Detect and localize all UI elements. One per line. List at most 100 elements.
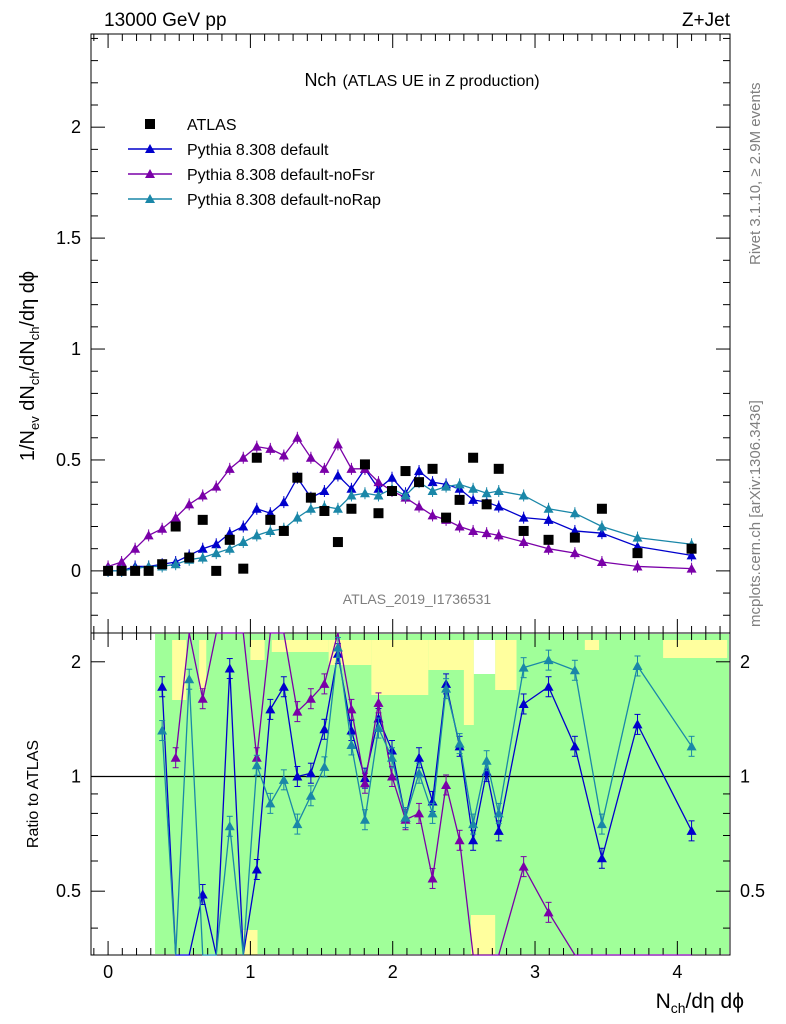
mc-point	[278, 497, 289, 507]
atlas-data-point	[414, 477, 425, 488]
atlas-data-point	[292, 472, 303, 483]
mc-ratio-point	[332, 642, 343, 652]
mc-point	[197, 490, 208, 500]
mc-ratio-point	[632, 660, 643, 670]
x-label-part: /dη dϕ	[686, 990, 744, 1013]
mc-point	[468, 525, 479, 535]
mc-ratio-point	[454, 835, 465, 845]
mc-point	[543, 543, 554, 553]
mc-point	[130, 543, 141, 553]
mc-ratio-point	[305, 693, 316, 703]
x-tick-label: 1	[245, 962, 255, 982]
mc-point	[116, 557, 127, 567]
legend-label: Pythia 8.308 default-noRap	[187, 192, 381, 209]
ratio-yellow-band	[250, 640, 265, 660]
mc-point	[319, 486, 330, 496]
atlas-data-point	[130, 565, 141, 576]
ratio-yellow-band	[172, 640, 187, 700]
mc-point	[332, 503, 343, 513]
y-tick-label: 0.5	[56, 450, 81, 470]
mc-ratio-point	[278, 774, 289, 784]
rivet-label: Rivet 3.1.10, ≥ 2.9M events	[747, 83, 764, 266]
y-tick-label: 0	[71, 561, 81, 581]
mc-ratio-point	[569, 665, 580, 675]
atlas-data-point	[386, 486, 397, 497]
atlas-data-point	[305, 492, 316, 503]
x-label-part: N	[656, 990, 671, 1013]
atlas-data-point	[265, 514, 276, 525]
atlas-data-point	[596, 503, 607, 514]
x-tick-label: 2	[388, 962, 398, 982]
atlas-data-point	[481, 499, 492, 510]
mc-point	[157, 523, 168, 533]
mc-ratio-point	[373, 697, 384, 707]
ratio-yellow-band	[470, 915, 496, 955]
y-label-part: /dN	[17, 340, 39, 371]
mc-ratio-point	[481, 755, 492, 765]
mc-ratio-point	[346, 725, 357, 735]
process-label: Z+Jet	[682, 10, 731, 31]
mc-ratio-point	[292, 819, 303, 829]
legend-label: Pythia 8.308 default-noFsr	[187, 167, 375, 184]
atlas-data-point	[224, 534, 235, 545]
x-axis-label: Nch/dη dϕ	[656, 990, 744, 1016]
mc-ratio-point	[224, 821, 235, 831]
atlas-data-point	[400, 466, 411, 477]
mc-point	[278, 450, 289, 460]
atlas-data-point	[427, 463, 438, 474]
ratio-tick-label: 2	[740, 652, 750, 672]
mc-ratio-point	[454, 738, 465, 748]
plot-title-main: Nch	[304, 70, 336, 90]
atlas-data-point	[373, 508, 384, 519]
mc-point	[373, 490, 384, 500]
mc-point	[414, 501, 425, 511]
mc-point	[493, 530, 504, 540]
mc-ratio-point	[386, 771, 397, 781]
mc-ratio-point	[518, 662, 529, 672]
ratio-yellow-band	[584, 640, 600, 650]
ratio-tick-label: 0.5	[740, 881, 765, 901]
mc-ratio-point	[305, 790, 316, 800]
mc-ratio-point	[518, 861, 529, 871]
mc-point	[251, 530, 262, 540]
mc-ratio-point	[251, 760, 262, 770]
mc-ratio-point	[414, 752, 425, 762]
mc-point	[197, 552, 208, 562]
mc-point	[265, 525, 276, 535]
atlas-data-point	[359, 459, 370, 470]
mc-ratio-point	[373, 723, 384, 733]
mc-point	[454, 521, 465, 531]
mcplots-label: mcplots.cern.ch [arXiv:1306.3436]	[747, 400, 764, 627]
mc-point	[346, 463, 357, 473]
mc-ratio-point	[414, 768, 425, 778]
mc-point	[414, 466, 425, 476]
ratio-yellow-band	[199, 640, 207, 690]
mc-point	[441, 481, 452, 491]
mc-ratio-point	[319, 761, 330, 771]
mc-point	[569, 508, 580, 518]
mc-point	[224, 463, 235, 473]
mc-point	[481, 528, 492, 538]
atlas-data-point	[686, 543, 697, 554]
mc-ratio-point	[493, 808, 504, 818]
atlas-data-point	[518, 525, 529, 536]
mc-point	[305, 452, 316, 462]
mc-line	[108, 467, 692, 572]
mc-point	[686, 550, 697, 560]
mc-line	[107, 436, 692, 570]
y-tick-label: 1.5	[56, 228, 81, 248]
legend-label: Pythia 8.308 default	[187, 142, 329, 159]
y-label-sub: ch	[27, 371, 42, 385]
mc-point	[184, 499, 195, 509]
atlas-data-point	[143, 565, 154, 576]
energy-label: 13000 GeV pp	[104, 10, 227, 31]
atlas-data-point	[197, 514, 208, 525]
mc-ratio-point	[224, 663, 235, 673]
mc-ratio-point	[427, 808, 438, 818]
mc-point	[427, 486, 438, 496]
mc-ratio-point	[543, 681, 554, 691]
ratio-axis-label: Ratio to ATLAS	[25, 740, 42, 848]
mc-point	[143, 530, 154, 540]
mc-point	[373, 477, 384, 487]
